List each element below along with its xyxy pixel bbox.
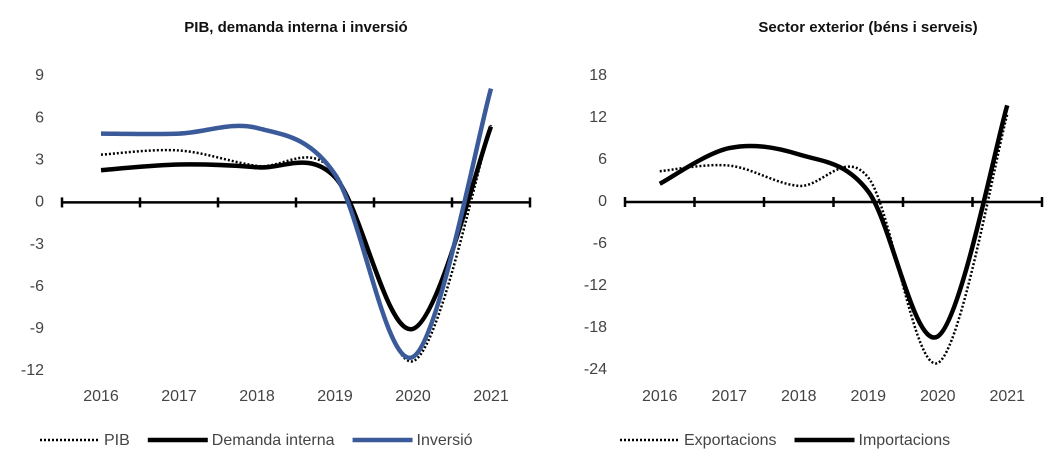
series-line [100,125,494,332]
legend-label: PIB [104,432,130,449]
series-line [100,124,493,363]
x-tick-label: 2020 [920,388,956,405]
y-tick-label: -6 [593,235,607,252]
x-tick-label: 2016 [642,388,678,405]
chart-title: PIB, demanda interna i inversió [184,19,407,36]
chart-title: Sector exterior (béns i serveis) [758,19,977,36]
y-tick-label: 6 [35,109,44,126]
x-tick-label: 2017 [711,388,747,405]
series-line [100,88,494,360]
x-tick-label: 2017 [161,388,197,405]
y-tick-label: 12 [589,109,607,126]
x-tick-label: 2016 [83,388,119,405]
x-tick-label: 2018 [239,388,275,405]
y-tick-label: 3 [35,152,44,169]
series-line [658,104,1010,340]
y-tick-label: -6 [30,278,44,295]
y-tick-label: -9 [30,320,44,337]
x-tick-label: 2019 [317,388,353,405]
series-line [659,114,1009,365]
legend-label: Exportacions [684,432,777,449]
y-tick-label: 0 [598,193,607,210]
legend-label: Importacions [859,432,951,449]
legend-label: Demanda interna [212,432,335,449]
y-tick-label: -12 [21,362,44,379]
x-tick-label: 2021 [473,388,509,405]
y-tick-label: -18 [584,319,607,336]
y-tick-label: 0 [35,194,44,211]
y-tick-label: 6 [598,151,607,168]
y-tick-label: -24 [584,361,607,378]
x-tick-label: 2018 [781,388,817,405]
legend-label: Inversió [417,432,473,449]
y-tick-label: 9 [35,67,44,84]
y-tick-label: 18 [589,67,607,84]
y-tick-label: -3 [30,236,44,253]
x-tick-label: 2019 [850,388,886,405]
x-tick-label: 2020 [395,388,431,405]
x-tick-label: 2021 [989,388,1025,405]
y-tick-label: -12 [584,277,607,294]
